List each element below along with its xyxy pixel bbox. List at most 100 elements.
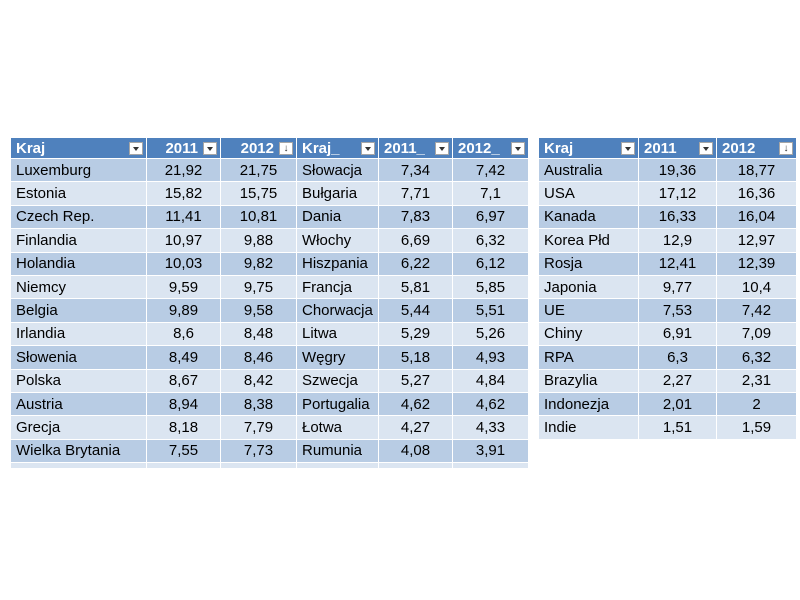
value-cell[interactable]: 8,42 — [220, 368, 297, 393]
country-cell[interactable]: Grecja — [10, 415, 147, 440]
value-cell[interactable]: 7,09 — [716, 321, 797, 347]
value-cell[interactable]: 21,75 — [220, 157, 297, 183]
country-cell[interactable]: Francja — [296, 274, 379, 300]
value-cell[interactable]: 9,89 — [146, 298, 221, 323]
header-2012[interactable]: 2012 ↓ — [716, 137, 797, 159]
country-cell[interactable]: Indonezja — [538, 391, 639, 417]
country-cell[interactable]: Wielka Brytania — [10, 438, 147, 464]
value-cell[interactable]: 4,62 — [378, 391, 453, 417]
header-kraj[interactable]: Kraj — [10, 137, 147, 159]
value-cell[interactable]: 7,1 — [452, 181, 529, 206]
value-cell[interactable]: 12,41 — [638, 251, 717, 276]
value-cell[interactable]: 6,22 — [378, 251, 453, 276]
country-cell[interactable]: Estonia — [10, 181, 147, 206]
value-cell[interactable]: 8,46 — [220, 345, 297, 370]
header-2011[interactable]: 2011 — [146, 137, 221, 159]
value-cell[interactable]: 2,27 — [638, 368, 717, 393]
value-cell[interactable]: 5,18 — [378, 345, 453, 370]
value-cell[interactable]: 6,3 — [638, 345, 717, 370]
country-cell[interactable]: Brazylia — [538, 368, 639, 393]
value-cell[interactable]: 16,04 — [716, 204, 797, 230]
value-cell[interactable]: 5,29 — [378, 321, 453, 347]
value-cell[interactable]: 9,75 — [220, 274, 297, 300]
value-cell[interactable]: 8,18 — [146, 415, 221, 440]
header-kraj[interactable]: Kraj — [538, 137, 639, 159]
value-cell[interactable]: 7,42 — [452, 157, 529, 183]
country-cell[interactable]: Łotwa — [296, 415, 379, 440]
value-cell[interactable]: 10,03 — [146, 251, 221, 276]
value-cell[interactable]: 19,36 — [638, 157, 717, 183]
value-cell[interactable]: 9,59 — [146, 274, 221, 300]
value-cell[interactable]: 4,33 — [452, 415, 529, 440]
country-cell[interactable]: Chiny — [538, 321, 639, 347]
value-cell[interactable]: 10,4 — [716, 274, 797, 300]
country-cell[interactable]: Szwecja — [296, 368, 379, 393]
value-cell[interactable]: 15,82 — [146, 181, 221, 206]
value-cell[interactable]: 1,59 — [716, 415, 797, 440]
country-cell[interactable]: Bułgaria — [296, 181, 379, 206]
country-cell[interactable]: Rosja — [538, 251, 639, 276]
country-cell[interactable]: Indie — [538, 415, 639, 440]
value-cell[interactable]: 11,41 — [146, 204, 221, 230]
value-cell[interactable]: 6,69 — [378, 228, 453, 253]
value-cell[interactable]: 4,93 — [452, 345, 529, 370]
country-cell[interactable]: USA — [538, 181, 639, 206]
value-cell[interactable]: 6,12 — [452, 251, 529, 276]
header-kraj-2[interactable]: Kraj_ — [296, 137, 379, 159]
value-cell[interactable]: 9,58 — [220, 298, 297, 323]
country-cell[interactable]: Japonia — [538, 274, 639, 300]
value-cell[interactable]: 5,81 — [378, 274, 453, 300]
header-2012[interactable]: 2012 ↓ — [220, 137, 297, 159]
country-cell[interactable]: Korea Płd — [538, 228, 639, 253]
value-cell[interactable]: 8,49 — [146, 345, 221, 370]
value-cell[interactable]: 4,62 — [452, 391, 529, 417]
value-cell[interactable]: 9,88 — [220, 228, 297, 253]
dropdown-filter-icon[interactable] — [621, 142, 635, 155]
country-cell[interactable]: Luxemburg — [10, 157, 147, 183]
country-cell[interactable]: Chorwacja — [296, 298, 379, 323]
header-2012-2[interactable]: 2012_ — [452, 137, 529, 159]
value-cell[interactable]: 7,73 — [220, 438, 297, 464]
value-cell[interactable]: 17,12 — [638, 181, 717, 206]
dropdown-filter-icon[interactable] — [699, 142, 713, 155]
dropdown-filter-icon[interactable] — [361, 142, 375, 155]
value-cell[interactable]: 2 — [716, 391, 797, 417]
value-cell[interactable]: 16,36 — [716, 181, 797, 206]
value-cell[interactable]: 2,31 — [716, 368, 797, 393]
header-2011[interactable]: 2011 — [638, 137, 717, 159]
value-cell[interactable]: 8,67 — [146, 368, 221, 393]
country-cell[interactable]: Austria — [10, 391, 147, 417]
country-cell[interactable]: Włochy — [296, 228, 379, 253]
dropdown-filter-icon[interactable] — [511, 142, 525, 155]
sort-descending-icon[interactable]: ↓ — [779, 142, 793, 155]
country-cell[interactable]: Australia — [538, 157, 639, 183]
value-cell[interactable]: 6,97 — [452, 204, 529, 230]
value-cell[interactable]: 4,84 — [452, 368, 529, 393]
dropdown-filter-icon[interactable] — [435, 142, 449, 155]
value-cell[interactable]: 16,33 — [638, 204, 717, 230]
sort-descending-icon[interactable]: ↓ — [279, 142, 293, 155]
value-cell[interactable]: 12,39 — [716, 251, 797, 276]
value-cell[interactable]: 8,6 — [146, 321, 221, 347]
country-cell[interactable]: Holandia — [10, 251, 147, 276]
value-cell[interactable]: 15,75 — [220, 181, 297, 206]
value-cell[interactable]: 7,71 — [378, 181, 453, 206]
country-cell[interactable]: Słowacja — [296, 157, 379, 183]
value-cell[interactable]: 4,27 — [378, 415, 453, 440]
country-cell[interactable]: Portugalia — [296, 391, 379, 417]
header-2011-2[interactable]: 2011_ — [378, 137, 453, 159]
country-cell[interactable]: Niemcy — [10, 274, 147, 300]
country-cell[interactable]: Rumunia — [296, 438, 379, 464]
dropdown-filter-icon[interactable] — [203, 142, 217, 155]
value-cell[interactable]: 9,82 — [220, 251, 297, 276]
country-cell[interactable]: Belgia — [10, 298, 147, 323]
country-cell[interactable]: Finlandia — [10, 228, 147, 253]
value-cell[interactable]: 5,26 — [452, 321, 529, 347]
value-cell[interactable]: 7,79 — [220, 415, 297, 440]
value-cell[interactable]: 8,94 — [146, 391, 221, 417]
country-cell[interactable]: Czech Rep. — [10, 204, 147, 230]
country-cell[interactable]: Litwa — [296, 321, 379, 347]
dropdown-filter-icon[interactable] — [129, 142, 143, 155]
value-cell[interactable]: 6,32 — [716, 345, 797, 370]
value-cell[interactable]: 1,51 — [638, 415, 717, 440]
